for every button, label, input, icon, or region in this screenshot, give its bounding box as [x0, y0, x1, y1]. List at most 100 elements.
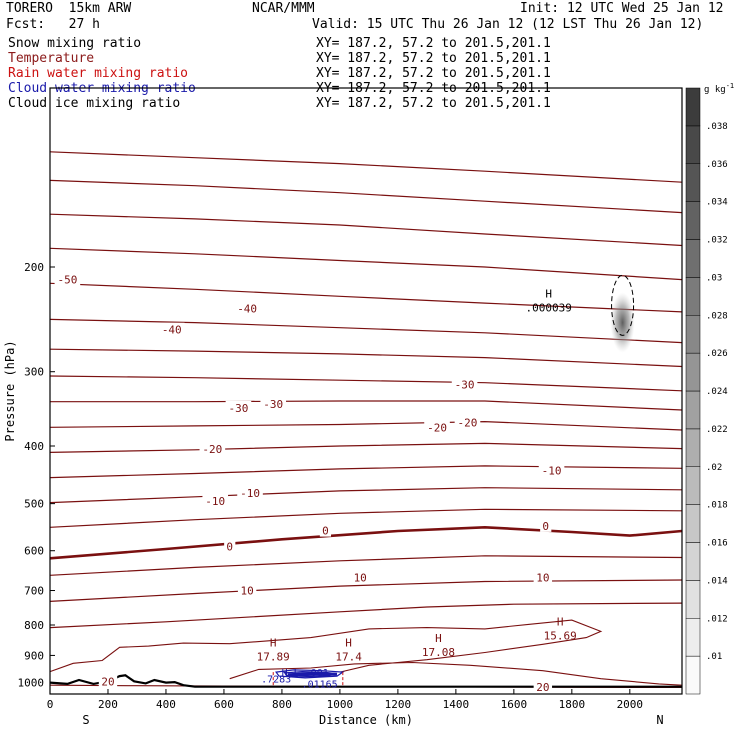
- colorbar-swatch: [685, 390, 701, 430]
- colorbar-swatch: [685, 655, 701, 695]
- colorbar-swatch: [685, 428, 701, 467]
- x-tick-label: 200: [98, 698, 118, 711]
- cloud-water-contour: [287, 672, 338, 677]
- high-marker-value: 17.4: [335, 650, 362, 663]
- isotherm-line: [49, 151, 683, 183]
- colorbar-label: .02: [706, 463, 722, 473]
- contour-label-bg: [451, 377, 478, 391]
- freezing-level-line: [49, 525, 683, 560]
- plot-frame: [49, 87, 683, 695]
- contour-label-bg: [533, 570, 553, 584]
- x-tick-label: 400: [156, 698, 176, 711]
- y-tick-label: 400: [24, 440, 44, 453]
- legend-item-xy: XY= 187.2, 57.2 to 201.5,201.1: [316, 96, 551, 111]
- isotherm-line: [49, 420, 683, 431]
- isotherm-label: 10: [241, 585, 254, 598]
- x-tick-label: 1200: [385, 698, 412, 711]
- isotherm-line: [50, 400, 683, 411]
- x-tick-label: 0: [47, 698, 54, 711]
- isotherm-line: [49, 442, 683, 453]
- isotherm-line: [49, 179, 683, 214]
- high-marker-value: .000039: [525, 302, 571, 315]
- colorbar-label: .024: [706, 387, 728, 397]
- isotherm-line: [49, 465, 683, 479]
- isotherm-line: [49, 555, 683, 576]
- snow-mixing-ratio-shade: [610, 292, 635, 353]
- colorbar-unit-exponent: -1: [726, 82, 734, 90]
- colorbar-swatch: [685, 163, 701, 202]
- colorbar-swatch: [685, 125, 701, 164]
- isotherm-label: 0: [322, 525, 329, 538]
- isotherm-line: [49, 282, 683, 313]
- isotherm-line: [229, 661, 683, 686]
- isotherm-label: 10: [354, 571, 367, 584]
- y-tick-label: 200: [24, 261, 44, 274]
- isotherm-label: 20: [536, 681, 549, 694]
- legend-item-name: Temperature: [8, 51, 95, 66]
- isotherm-label: 20: [101, 675, 114, 688]
- colorbar-swatch: [685, 315, 701, 354]
- y-tick-label: 600: [24, 545, 44, 558]
- contour-label-bg: [98, 674, 118, 688]
- x-tick-label: 1400: [443, 698, 470, 711]
- legend-item-name: Rain water mixing ratio: [8, 66, 189, 81]
- colorbar-label: .028: [706, 311, 728, 321]
- isotherm-line: [49, 318, 683, 344]
- org-label: NCAR/MMM: [252, 1, 315, 16]
- x-tick-label: 2000: [617, 698, 644, 711]
- legend-item-name: Snow mixing ratio: [8, 36, 142, 51]
- model-title: TORERO 15km ARW: [6, 1, 132, 16]
- cloud-water-label: .7283: [261, 675, 291, 686]
- high-marker-value: 15.69: [544, 630, 577, 643]
- isotherm-label: -10: [542, 465, 562, 478]
- direction-north-label: N: [656, 713, 663, 727]
- colorbar-label: .016: [706, 539, 728, 549]
- colorbar-swatch: [685, 239, 701, 278]
- colorbar-label: .038: [706, 122, 728, 132]
- isotherm-label: 0: [542, 520, 549, 533]
- isotherm-label: -20: [458, 416, 478, 429]
- colorbar-label: .012: [706, 614, 728, 624]
- contour-label-bg: [237, 583, 257, 597]
- y-tick-label: 900: [24, 649, 44, 662]
- legend-item-xy: XY= 187.2, 57.2 to 201.5,201.1: [316, 66, 551, 81]
- isotherm-label: -10: [240, 487, 260, 500]
- contour-label-bg: [199, 442, 226, 456]
- cloud-water-contour: [275, 669, 345, 679]
- isotherm-label: -40: [162, 324, 182, 337]
- colorbar-label: .036: [706, 160, 728, 170]
- isotherm-line: [49, 487, 683, 504]
- colorbar-swatch: [685, 580, 701, 619]
- high-marker: H: [345, 636, 352, 649]
- cloud-water-label: H L: [282, 668, 300, 679]
- colorbar-label: .034: [706, 198, 728, 208]
- legend-item-name: Cloud ice mixing ratio: [8, 96, 181, 111]
- cloud-ice-contour: [611, 274, 635, 336]
- isotherm-line: [49, 213, 683, 247]
- colorbar-unit: g kg-1: [704, 82, 734, 95]
- isotherm-line: [49, 602, 683, 629]
- y-tick-label: 700: [24, 585, 44, 598]
- high-marker: H: [270, 636, 277, 649]
- isotherm-label: -10: [205, 495, 225, 508]
- colorbar-swatch: [685, 618, 701, 657]
- isotherm-label: 10: [536, 571, 549, 584]
- x-tick-label: 800: [272, 698, 292, 711]
- colorbar-label: .018: [706, 501, 728, 511]
- cloud-water-label: .001: [305, 668, 329, 679]
- contour-label-bg: [234, 301, 260, 315]
- contour-label-bg: [533, 679, 553, 693]
- y-tick-label: 1000: [18, 677, 45, 690]
- x-tick-label: 1600: [501, 698, 528, 711]
- contour-label-bg: [202, 494, 229, 508]
- colorbar-label: .032: [706, 236, 728, 246]
- contour-label-bg: [540, 518, 552, 532]
- terrain-line: [49, 674, 682, 688]
- contour-label-bg: [538, 463, 565, 477]
- colorbar-swatch: [685, 352, 701, 392]
- x-tick-label: 1800: [559, 698, 586, 711]
- isotherm-line: [49, 375, 683, 392]
- y-tick-label: 800: [24, 619, 44, 632]
- y-axis-title: Pressure (hPa): [3, 340, 17, 441]
